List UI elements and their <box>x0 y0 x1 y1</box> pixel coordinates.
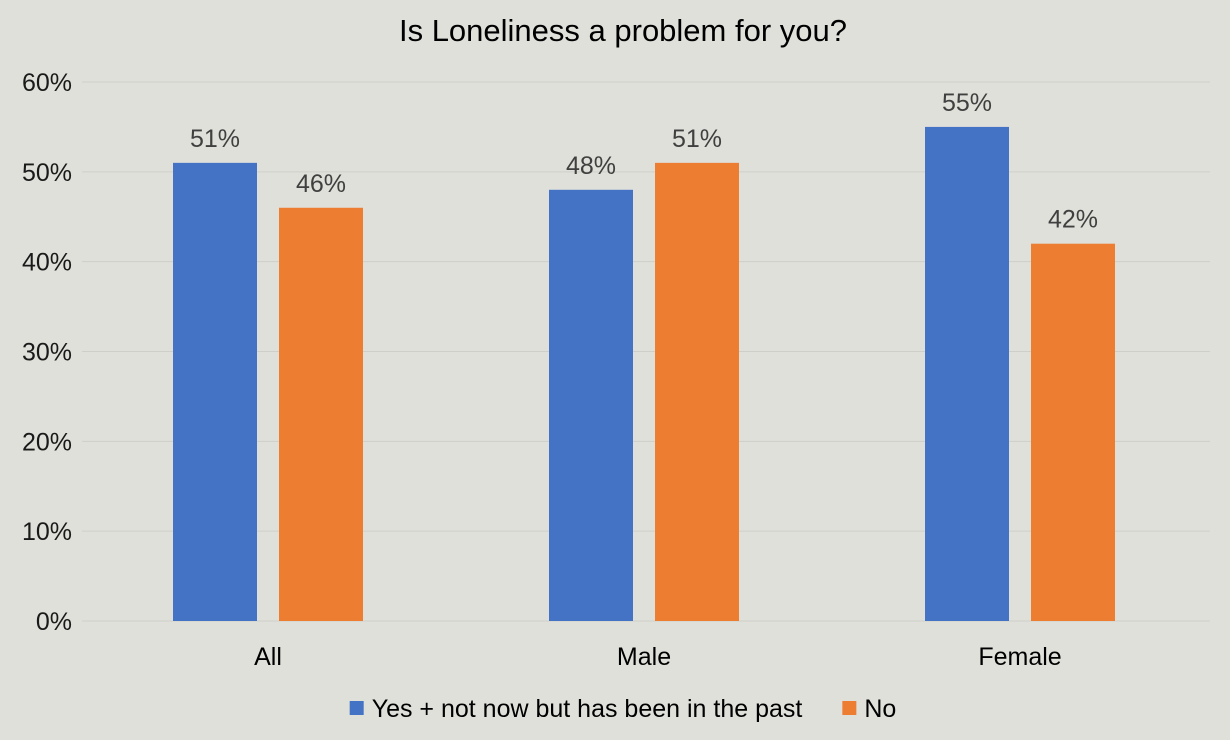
legend: Yes + not now but has been in the past No <box>349 695 896 723</box>
gridlines <box>82 81 1210 622</box>
x-tick-label: Male <box>617 643 671 671</box>
x-axis-ticks: All Male Female <box>254 643 1062 671</box>
x-tick-label: Female <box>978 643 1061 671</box>
data-label: 42% <box>1048 206 1098 234</box>
legend-swatch <box>842 701 857 715</box>
data-label: 51% <box>190 125 240 153</box>
data-label: 48% <box>566 152 616 180</box>
data-label: 46% <box>296 170 346 198</box>
bar <box>279 207 363 621</box>
bar <box>925 126 1009 622</box>
data-labels: 51% 46% 48% 51% 55% 42% <box>190 89 1098 234</box>
y-tick-label: 60% <box>22 69 72 97</box>
y-tick-label: 20% <box>22 428 72 456</box>
bar <box>173 162 257 621</box>
y-tick-label: 0% <box>36 608 72 636</box>
y-tick-label: 40% <box>22 249 72 277</box>
bars <box>173 126 1115 622</box>
bar <box>655 162 739 621</box>
x-tick-label: All <box>254 643 282 671</box>
y-tick-label: 10% <box>22 518 72 546</box>
data-label: 55% <box>942 89 992 117</box>
bar <box>1031 243 1115 621</box>
y-tick-label: 50% <box>22 159 72 187</box>
legend-swatch <box>349 701 364 715</box>
legend-label: No <box>864 695 896 723</box>
y-axis-ticks: 0% 10% 20% 30% 40% 50% 60% <box>22 69 72 636</box>
data-label: 51% <box>672 125 722 153</box>
chart-title: Is Loneliness a problem for you? <box>399 13 847 48</box>
legend-label: Yes + not now but has been in the past <box>372 695 803 723</box>
bar <box>549 189 633 622</box>
y-tick-label: 30% <box>22 339 72 367</box>
